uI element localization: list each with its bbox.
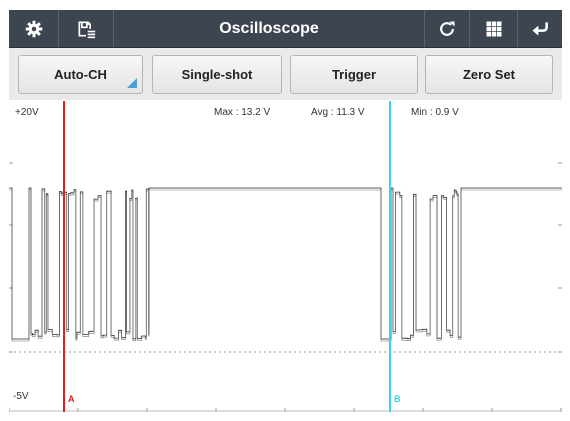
trigger-button[interactable]: Trigger <box>290 55 418 94</box>
max-readout: Max : 13.2 V <box>214 107 271 118</box>
single-shot-button[interactable]: Single-shot <box>152 55 282 94</box>
y-min-label: -5V <box>13 391 29 402</box>
dropdown-triangle-icon <box>127 78 137 88</box>
return-icon <box>532 21 548 36</box>
cursor-b-label: B <box>394 394 401 404</box>
cursor-a-label: A <box>68 394 75 404</box>
min-readout: Min : 0.9 V <box>411 107 459 118</box>
save-data-button[interactable] <box>59 10 114 47</box>
avg-readout: Avg : 11.3 V <box>311 107 365 118</box>
save-list-icon <box>78 21 96 38</box>
zero-set-button[interactable]: Zero Set <box>425 55 553 94</box>
cursor-b[interactable] <box>389 101 391 412</box>
title-bar: Oscilloscope <box>9 10 562 48</box>
refresh-icon <box>440 21 455 36</box>
channel-select-label: Auto-CH <box>54 67 107 82</box>
gear-icon <box>25 20 42 37</box>
channel-select-dropdown[interactable]: Auto-CH <box>18 55 143 94</box>
signal-trace <box>9 187 562 342</box>
cursor-a[interactable] <box>63 101 65 412</box>
refresh-button[interactable] <box>424 10 469 47</box>
grid-button[interactable] <box>469 10 517 47</box>
y-max-label: +20V <box>15 107 39 118</box>
page-title: Oscilloscope <box>219 19 319 37</box>
signal-trace-line <box>9 187 562 340</box>
single-shot-label: Single-shot <box>181 67 253 82</box>
scope-display[interactable]: +20V Max : 13.2 V Avg : 11.3 V Min : 0.9… <box>9 101 562 412</box>
signal-trace-shadow <box>9 189 562 342</box>
return-button[interactable] <box>517 10 562 47</box>
grid-icon <box>486 21 501 36</box>
trigger-label: Trigger <box>331 67 377 82</box>
settings-button[interactable] <box>9 10 59 47</box>
control-bar: Auto-CH Single-shot Trigger Zero Set <box>9 48 562 100</box>
zero-set-label: Zero Set <box>462 67 515 82</box>
